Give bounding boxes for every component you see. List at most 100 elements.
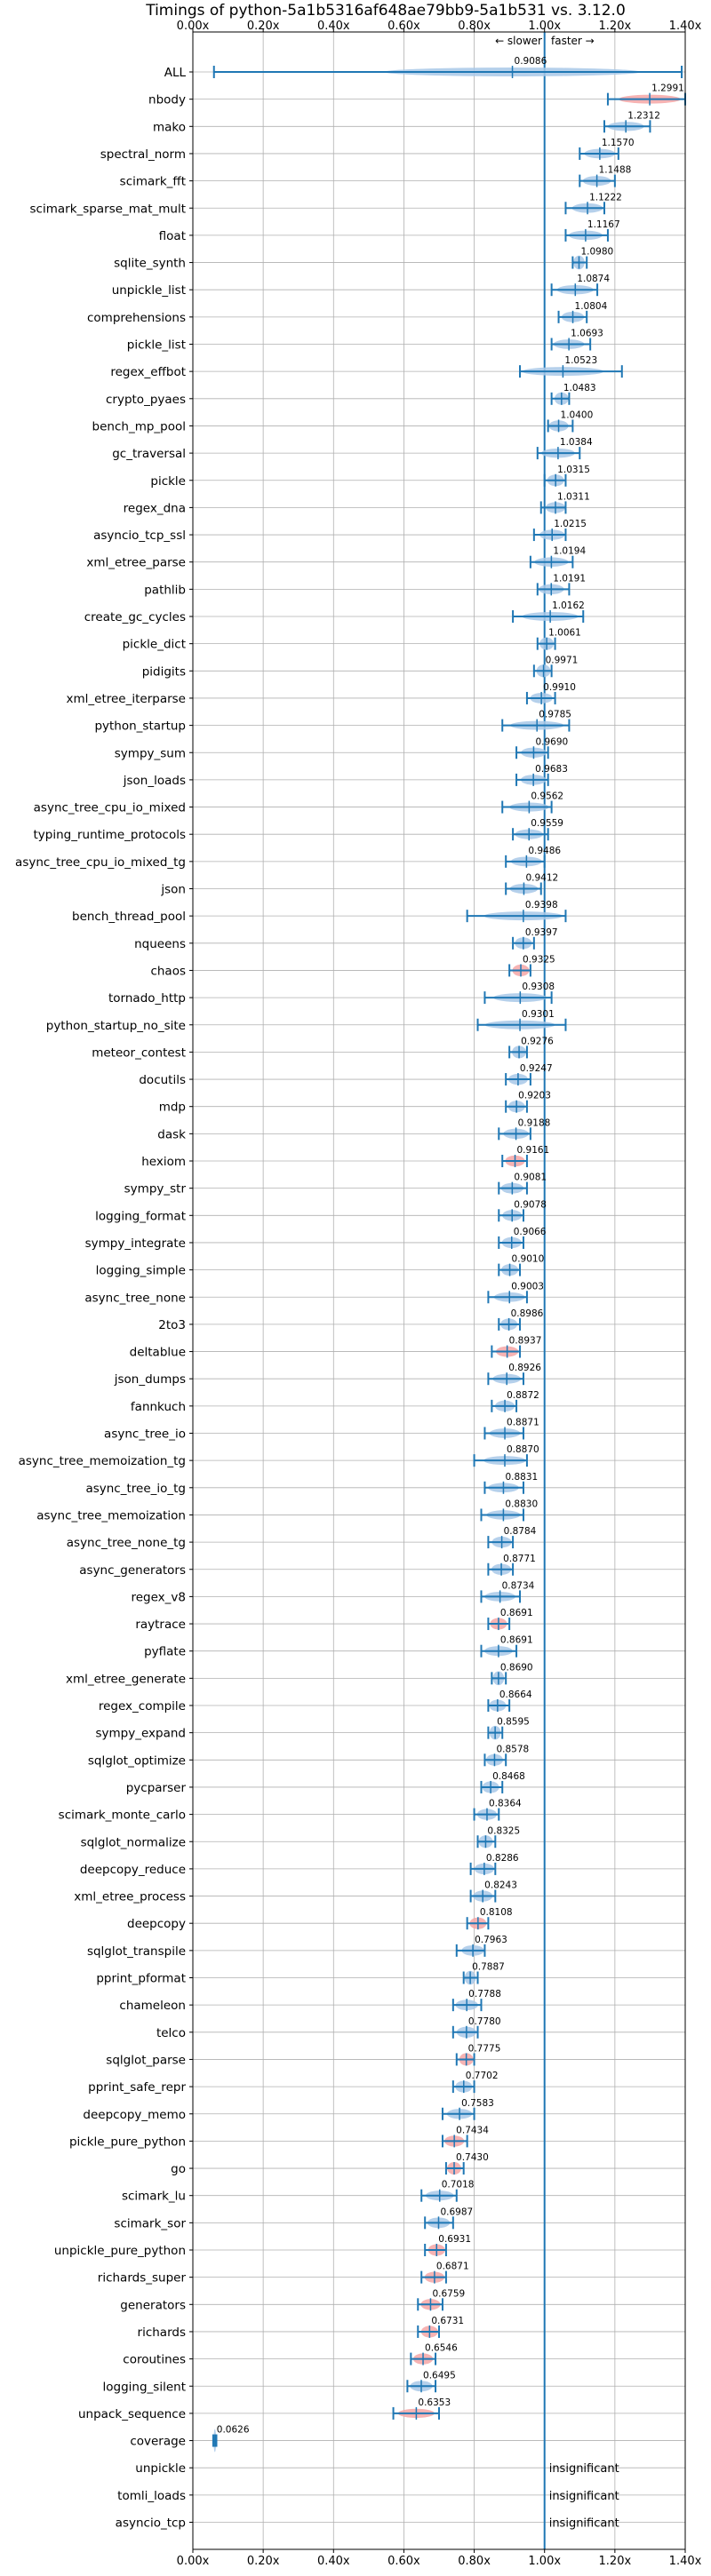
y-tick-label: regex_dna	[124, 501, 186, 515]
y-tick-label: json_loads	[123, 774, 186, 788]
value-label: 0.8468	[492, 1771, 525, 1782]
value-label: 0.7702	[466, 2071, 499, 2081]
y-tick-label: telco	[156, 2026, 186, 2040]
y-tick-label: hexiom	[141, 1155, 186, 1169]
value-label: 0.8595	[497, 1717, 530, 1728]
y-tick-label: coverage	[130, 2435, 186, 2449]
x-tick-label-bottom: 0.40x	[317, 2555, 350, 2568]
y-tick-label: pickle	[150, 474, 186, 489]
value-label: 0.9325	[523, 954, 555, 965]
x-tick-label-top: 0.40x	[317, 20, 350, 33]
insignificant-label: insignificant	[549, 2517, 619, 2531]
value-label: 0.6759	[432, 2288, 465, 2299]
value-label: 1.0311	[557, 491, 590, 502]
y-tick-label: async_tree_cpu_io_mixed	[34, 801, 186, 815]
y-tick-label: scimark_lu	[122, 2190, 186, 2204]
y-tick-label: sympy_expand	[95, 1727, 186, 1741]
value-label: 0.8664	[499, 1690, 532, 1700]
y-tick-label: spectral_norm	[100, 147, 186, 162]
value-label: 1.1167	[587, 219, 620, 230]
y-tick-label: sqlglot_optimize	[88, 1753, 186, 1768]
value-label: 0.8578	[496, 1744, 529, 1754]
y-tick-label: bench_mp_pool	[92, 419, 186, 433]
y-tick-label: sympy_sum	[115, 746, 186, 760]
value-label: 0.9066	[514, 1227, 547, 1237]
value-label: 0.8937	[509, 1336, 542, 1347]
y-tick-label: mdp	[159, 1101, 186, 1115]
y-tick-label: nqueens	[134, 937, 186, 951]
value-label: 0.7430	[456, 2152, 489, 2163]
value-label: 0.8690	[500, 1662, 533, 1673]
value-label: 0.8243	[484, 1880, 517, 1891]
value-label: 0.8986	[511, 1308, 544, 1319]
y-tick-label: tornado_http	[108, 991, 186, 1006]
value-label: 0.8108	[480, 1907, 513, 1918]
y-tick-label: sqlglot_parse	[106, 2053, 186, 2067]
y-tick-label: scimark_monte_carlo	[59, 1809, 186, 1823]
value-label: 0.9486	[528, 846, 561, 856]
x-tick-label-top: 0.00x	[177, 20, 210, 33]
value-label: 0.8364	[489, 1799, 522, 1809]
value-label: 0.8784	[504, 1526, 537, 1537]
y-tick-label: logging_simple	[96, 1264, 186, 1278]
value-label: 0.8325	[487, 1825, 520, 1836]
value-label: 1.0400	[561, 409, 594, 420]
value-label: 0.8691	[500, 1608, 533, 1618]
value-label: 0.6987	[440, 2206, 473, 2217]
x-tick-label-bottom: 0.60x	[387, 2555, 420, 2568]
value-label: 0.8872	[507, 1390, 539, 1401]
x-tick-label-bottom: 1.40x	[669, 2555, 702, 2568]
value-label: 0.7887	[472, 1962, 505, 1973]
value-label: 1.0693	[571, 329, 603, 339]
y-tick-label: json_dumps	[114, 1372, 186, 1387]
y-tick-label: comprehensions	[87, 311, 186, 325]
value-label: 0.9308	[522, 982, 555, 992]
value-label: 1.0980	[580, 247, 613, 258]
x-tick-label-top: 0.20x	[247, 20, 280, 33]
y-tick-label: docutils	[139, 1073, 186, 1087]
y-tick-label: pidigits	[142, 664, 186, 679]
y-tick-label: xml_etree_generate	[66, 1672, 186, 1686]
value-label: 0.9683	[535, 764, 568, 775]
y-tick-label: bench_thread_pool	[72, 910, 186, 924]
value-label: 0.8771	[503, 1554, 536, 1564]
y-tick-label: gc_traversal	[112, 447, 186, 461]
value-label: 0.9412	[525, 873, 558, 884]
y-tick-label: create_gc_cycles	[84, 610, 186, 624]
x-tick-label-top: 1.20x	[599, 20, 632, 33]
value-label: 0.9971	[546, 655, 579, 665]
value-label: 0.6495	[423, 2370, 456, 2381]
value-label: 0.8286	[486, 1853, 519, 1864]
labels-layer: 0.00x 0.00x 0.20x 0.20x 0.40x 0.40x 0.60x 0.60x…	[15, 20, 702, 2568]
value-label: 0.9559	[531, 818, 563, 829]
y-tick-label: coroutines	[123, 2353, 186, 2367]
value-label: 1.1488	[599, 165, 632, 176]
insignificant-label: insignificant	[549, 2490, 619, 2503]
y-tick-label: pickle_pure_python	[69, 2135, 186, 2149]
y-tick-label: scimark_sparse_mat_mult	[30, 202, 186, 216]
plot-frame	[192, 31, 686, 2550]
y-tick-label: meteor_contest	[92, 1046, 186, 1060]
value-label: 1.0483	[563, 383, 596, 394]
value-label: 0.7788	[468, 1989, 501, 2000]
value-label: 1.0061	[548, 628, 581, 639]
value-label: 0.9301	[522, 1009, 555, 1020]
marks-layer	[212, 32, 686, 2549]
y-tick-label: async_tree_io	[104, 1427, 186, 1442]
y-tick-label: unpickle_pure_python	[54, 2244, 186, 2258]
y-tick-label: pprint_pformat	[96, 1972, 186, 1986]
y-tick-label: fannkuch	[131, 1400, 186, 1414]
y-tick-label: sympy_str	[124, 1182, 187, 1197]
y-tick-label: richards	[138, 2326, 186, 2340]
value-label: 0.9188	[518, 1117, 551, 1128]
y-tick-label: deltablue	[130, 1346, 186, 1360]
y-tick-label: regex_v8	[131, 1590, 186, 1604]
y-tick-label: generators	[120, 2298, 186, 2312]
y-tick-label: mako	[153, 120, 186, 134]
value-label: 0.9003	[511, 1281, 544, 1292]
y-tick-label: sqlglot_normalize	[81, 1835, 186, 1849]
value-label: 0.6546	[425, 2343, 458, 2354]
y-tick-label: deepcopy_reduce	[80, 1863, 186, 1877]
value-label: 0.8870	[507, 1444, 539, 1455]
